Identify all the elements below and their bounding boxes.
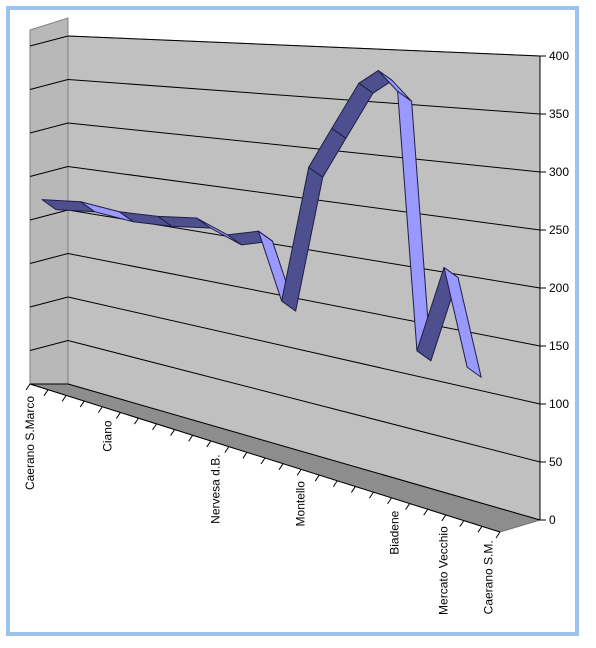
x-tick-mark bbox=[224, 446, 230, 453]
gridline bbox=[67, 340, 541, 463]
x-tick-mark bbox=[134, 417, 139, 425]
gridline-side bbox=[29, 253, 69, 264]
y-tick-label: 150 bbox=[549, 339, 569, 353]
category-label: Caerano S.Marco bbox=[23, 396, 37, 490]
x-tick-mark bbox=[459, 520, 465, 527]
y-tick-label: 0 bbox=[549, 513, 556, 527]
x-tick-mark bbox=[423, 508, 429, 516]
category-label: Ciano bbox=[101, 420, 115, 452]
x-tick-mark bbox=[441, 514, 447, 522]
x-tick-mark bbox=[495, 531, 501, 539]
y-tick-label: 400 bbox=[549, 49, 569, 63]
x-tick-mark bbox=[206, 440, 212, 448]
x-tick-mark bbox=[61, 395, 67, 402]
x-tick-mark bbox=[43, 389, 49, 396]
x-tick-mark bbox=[242, 452, 248, 459]
y-tick-label: 300 bbox=[549, 165, 569, 179]
y-tick-label: 50 bbox=[549, 455, 563, 469]
x-tick-mark bbox=[332, 480, 338, 488]
category-label: Nervesa d.B. bbox=[209, 454, 223, 523]
x-tick-mark bbox=[188, 434, 194, 442]
x-tick-mark bbox=[260, 457, 266, 465]
x-tick-mark bbox=[405, 503, 411, 510]
category-label: Mercato Vecchio bbox=[437, 526, 451, 615]
gridline bbox=[67, 79, 541, 115]
x-tick-mark bbox=[152, 423, 157, 431]
category-label: Caerano S.M. bbox=[481, 540, 495, 614]
gridline-side bbox=[29, 296, 69, 308]
ribbon-segment bbox=[443, 266, 482, 378]
gridline-side bbox=[29, 35, 69, 47]
x-tick-mark bbox=[79, 400, 85, 408]
x-tick-mark bbox=[25, 383, 31, 391]
x-tick-mark bbox=[97, 406, 103, 414]
y-tick-label: 200 bbox=[549, 281, 569, 295]
gridline-side bbox=[29, 209, 69, 221]
x-tick-mark bbox=[314, 474, 320, 482]
y-tick-label: 350 bbox=[549, 107, 569, 121]
category-label: Montello bbox=[293, 481, 307, 527]
x-tick-mark bbox=[369, 491, 374, 499]
x-tick-mark bbox=[350, 486, 356, 493]
y-tick-label: 100 bbox=[549, 397, 569, 411]
x-tick-mark bbox=[115, 412, 121, 419]
gridline-side bbox=[29, 166, 69, 177]
x-tick-mark bbox=[477, 526, 483, 533]
gridline-side bbox=[29, 122, 69, 134]
x-tick-mark bbox=[170, 429, 176, 436]
x-tick-mark bbox=[278, 463, 284, 470]
gridline bbox=[67, 383, 541, 521]
gridline bbox=[67, 296, 541, 405]
category-label: Biadene bbox=[387, 510, 401, 554]
gridline-side bbox=[29, 79, 69, 90]
gridline bbox=[67, 35, 541, 57]
gridline bbox=[67, 122, 541, 173]
x-tick-mark bbox=[296, 469, 302, 476]
x-tick-mark bbox=[387, 497, 392, 505]
gridline-side bbox=[29, 340, 69, 351]
y-tick-label: 250 bbox=[549, 223, 569, 237]
